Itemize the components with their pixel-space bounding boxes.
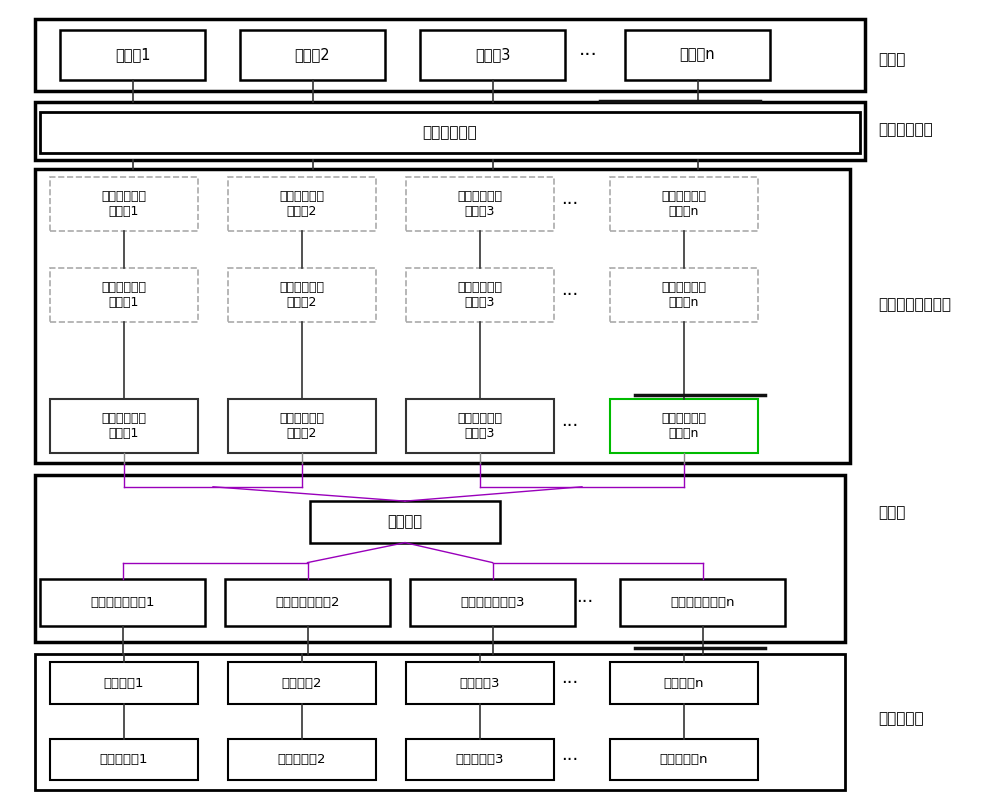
- FancyBboxPatch shape: [610, 268, 758, 322]
- FancyBboxPatch shape: [625, 30, 770, 80]
- FancyBboxPatch shape: [50, 177, 198, 231]
- Text: ···: ···: [561, 751, 579, 768]
- Text: 用户端3: 用户端3: [475, 48, 510, 62]
- Text: 用户端: 用户端: [878, 53, 905, 67]
- Text: 通信模块n: 通信模块n: [664, 677, 704, 689]
- Text: 热力公司服务
服务器2: 热力公司服务 服务器2: [280, 190, 324, 219]
- Text: 物联网智能网关2: 物联网智能网关2: [275, 596, 340, 609]
- FancyBboxPatch shape: [228, 268, 376, 322]
- Text: 公共服务网络: 公共服务网络: [423, 125, 477, 140]
- FancyBboxPatch shape: [50, 399, 198, 453]
- FancyBboxPatch shape: [35, 475, 845, 642]
- Text: ···: ···: [561, 417, 579, 435]
- FancyBboxPatch shape: [406, 177, 554, 231]
- FancyBboxPatch shape: [35, 19, 865, 91]
- FancyBboxPatch shape: [310, 501, 500, 543]
- Text: 用户端n: 用户端n: [680, 48, 715, 62]
- FancyBboxPatch shape: [50, 662, 198, 704]
- Text: 通信模块2: 通信模块2: [282, 677, 322, 689]
- Text: 智能热量表3: 智能热量表3: [456, 753, 504, 766]
- Text: 热力公司通信
服务器n: 热力公司通信 服务器n: [661, 412, 706, 440]
- Text: 智能热量表2: 智能热量表2: [278, 753, 326, 766]
- FancyBboxPatch shape: [35, 169, 850, 463]
- FancyBboxPatch shape: [610, 662, 758, 704]
- FancyBboxPatch shape: [35, 102, 865, 160]
- Text: 热力公司服务
服务器3: 热力公司服务 服务器3: [458, 190, 503, 219]
- Text: 热力公司管理
服务器3: 热力公司管理 服务器3: [458, 281, 503, 310]
- FancyBboxPatch shape: [406, 662, 554, 704]
- Text: ···: ···: [561, 286, 579, 304]
- FancyBboxPatch shape: [40, 112, 860, 153]
- Text: ···: ···: [579, 45, 597, 65]
- FancyBboxPatch shape: [40, 579, 205, 626]
- Text: 热力公司通信
服务器3: 热力公司通信 服务器3: [458, 412, 503, 440]
- Text: 热力公司通信
服务器1: 热力公司通信 服务器1: [102, 412, 146, 440]
- Text: 热力公司通信
服务器2: 热力公司通信 服务器2: [280, 412, 324, 440]
- FancyBboxPatch shape: [406, 268, 554, 322]
- FancyBboxPatch shape: [225, 579, 390, 626]
- FancyBboxPatch shape: [60, 30, 205, 80]
- Text: 热力公司服务
服务器1: 热力公司服务 服务器1: [102, 190, 146, 219]
- FancyBboxPatch shape: [610, 399, 758, 453]
- FancyBboxPatch shape: [228, 399, 376, 453]
- Text: 公用网络: 公用网络: [388, 515, 422, 529]
- Text: 物联网智能网关n: 物联网智能网关n: [670, 596, 735, 609]
- Text: 热力公司管理
服务器1: 热力公司管理 服务器1: [102, 281, 146, 310]
- Text: ···: ···: [561, 196, 579, 213]
- FancyBboxPatch shape: [620, 579, 785, 626]
- Text: 智能热量表n: 智能热量表n: [660, 753, 708, 766]
- Text: 通信模块3: 通信模块3: [460, 677, 500, 689]
- FancyBboxPatch shape: [228, 177, 376, 231]
- Text: ···: ···: [561, 674, 579, 692]
- Text: 通信模块1: 通信模块1: [104, 677, 144, 689]
- Text: 智能热量表: 智能热量表: [878, 711, 924, 725]
- Text: 热力公司管理
服务器2: 热力公司管理 服务器2: [280, 281, 324, 310]
- Text: 公共服务设施: 公共服务设施: [878, 122, 933, 136]
- Text: 用户端2: 用户端2: [295, 48, 330, 62]
- Text: ···: ···: [576, 594, 594, 611]
- Text: 热力公司管理
服务器n: 热力公司管理 服务器n: [661, 281, 706, 310]
- FancyBboxPatch shape: [50, 739, 198, 780]
- FancyBboxPatch shape: [410, 579, 575, 626]
- Text: 物联网智能网关3: 物联网智能网关3: [460, 596, 525, 609]
- FancyBboxPatch shape: [35, 654, 845, 790]
- Text: 传感网: 传感网: [878, 505, 905, 519]
- FancyBboxPatch shape: [406, 399, 554, 453]
- FancyBboxPatch shape: [610, 739, 758, 780]
- FancyBboxPatch shape: [406, 739, 554, 780]
- Text: 用户端1: 用户端1: [115, 48, 150, 62]
- FancyBboxPatch shape: [420, 30, 565, 80]
- FancyBboxPatch shape: [240, 30, 385, 80]
- Text: 物联网智能网关1: 物联网智能网关1: [90, 596, 155, 609]
- FancyBboxPatch shape: [50, 268, 198, 322]
- FancyBboxPatch shape: [610, 177, 758, 231]
- Text: 热力公司服务
服务器n: 热力公司服务 服务器n: [661, 190, 706, 219]
- FancyBboxPatch shape: [228, 662, 376, 704]
- Text: 智能热量表1: 智能热量表1: [100, 753, 148, 766]
- FancyBboxPatch shape: [228, 739, 376, 780]
- Text: 热力公司管理设施: 热力公司管理设施: [878, 298, 951, 312]
